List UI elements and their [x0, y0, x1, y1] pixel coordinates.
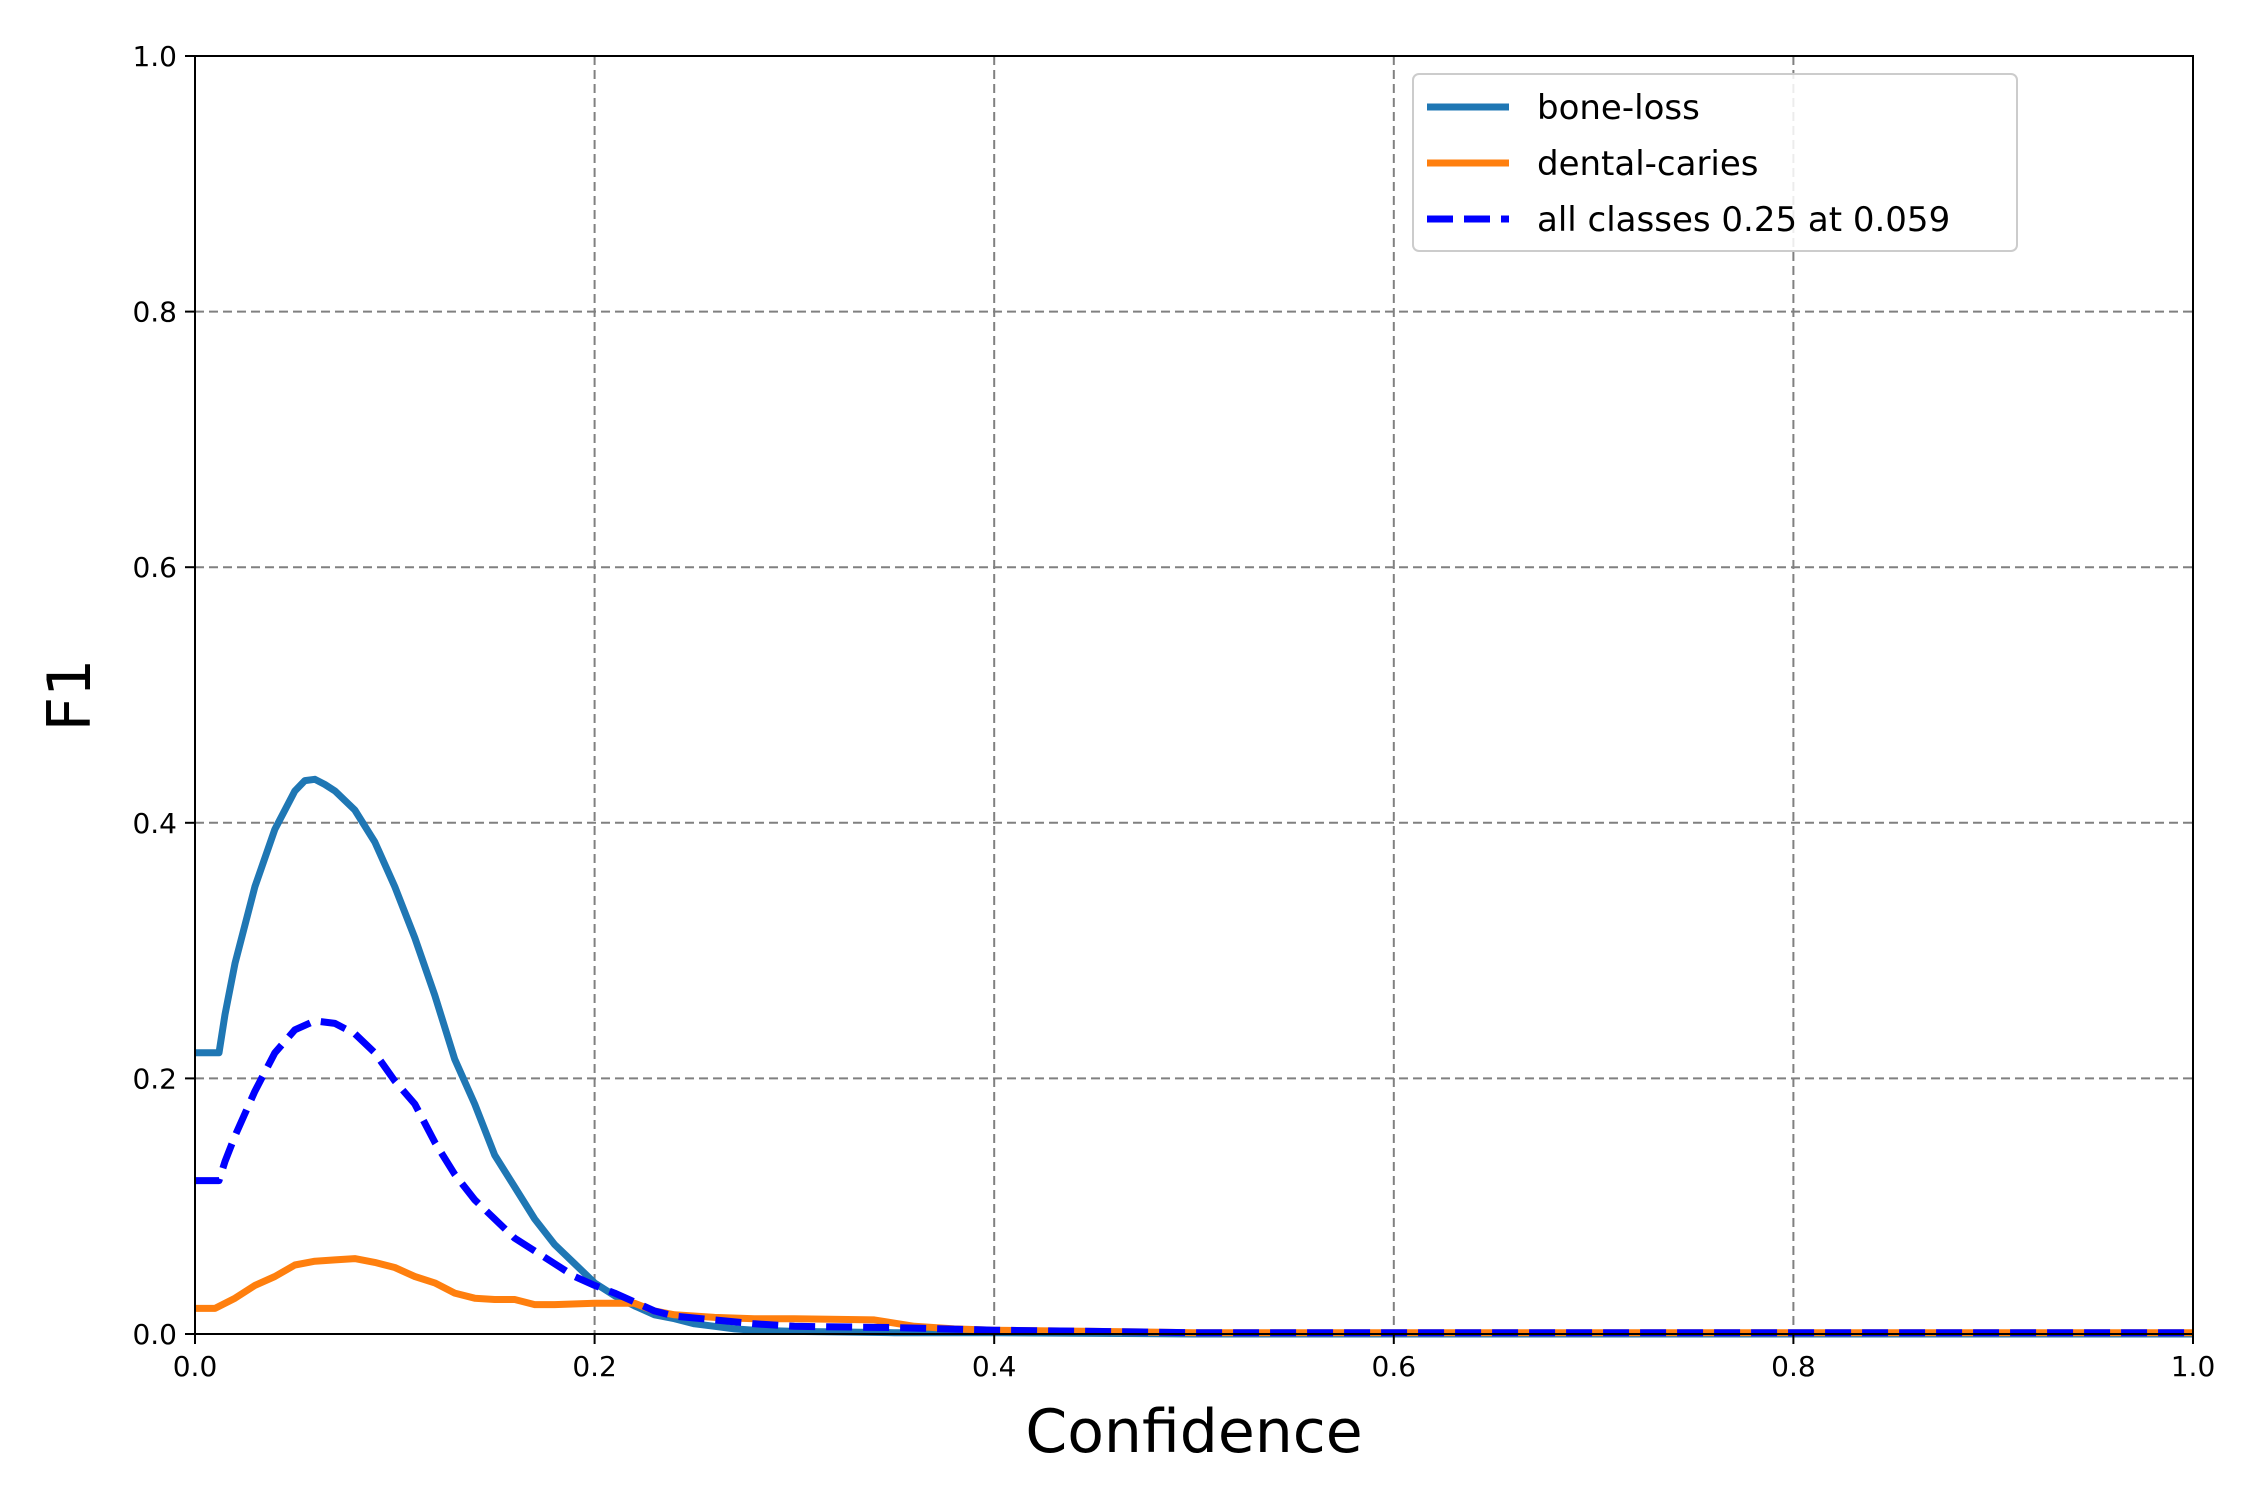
y-tick-label: 0.4 — [132, 807, 177, 840]
series-line-2 — [195, 1017, 2193, 1337]
series-lines — [195, 775, 2193, 1338]
x-tick-label: 1.0 — [2171, 1350, 2216, 1383]
axis-ticks: 0.0 0.2 0.4 0.6 0.8 1.0 0.0 0.2 0.4 0.6 0.8 1.0 — [132, 40, 2215, 1383]
legend: bone-loss dental-caries all classes 0.25 a… — [1412, 73, 2018, 252]
x-tick-label: 0.0 — [173, 1350, 218, 1383]
legend-label-1: dental-caries — [1537, 144, 1759, 184]
legend-box — [1412, 73, 2018, 252]
x-tick-label: 0.4 — [972, 1350, 1017, 1383]
y-tick-label: 0.2 — [132, 1062, 177, 1095]
grid-lines — [195, 56, 2193, 1334]
legend-label-2: all classes 0.25 at 0.059 — [1537, 200, 1950, 240]
y-tick-label: 1.0 — [132, 40, 177, 73]
y-tick-label: 0.6 — [132, 551, 177, 584]
legend-label-0: bone-loss — [1537, 88, 1700, 128]
x-tick-label: 0.8 — [1771, 1350, 1816, 1383]
x-tick-label: 0.6 — [1372, 1350, 1417, 1383]
y-tick-label: 0.0 — [132, 1318, 177, 1351]
y-axis-label: F1 — [35, 659, 105, 732]
y-tick-label: 0.8 — [132, 296, 177, 329]
axes-frame — [194, 55, 2194, 1335]
series-line-0 — [195, 775, 2193, 1338]
x-tick-label: 0.2 — [572, 1350, 617, 1383]
x-axis-label: Confidence — [1025, 1397, 1362, 1467]
